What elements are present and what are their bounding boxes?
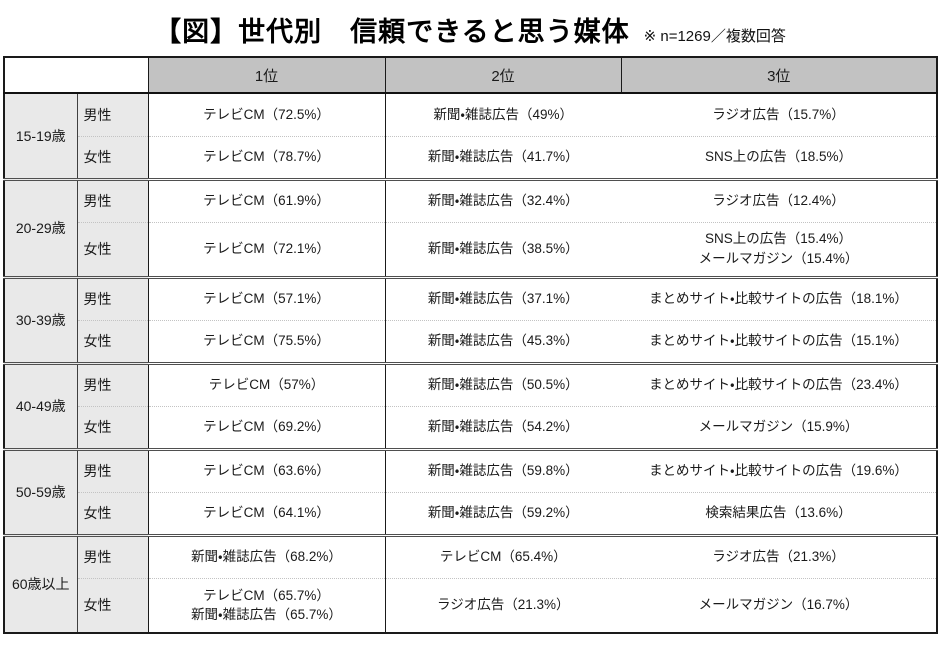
- gender-label: 女性: [77, 406, 149, 449]
- rank2-cell: 新聞・雑誌広告（32.4%）: [385, 177, 621, 223]
- rank2-cell: 新聞・雑誌広告（59.8%）: [385, 447, 621, 493]
- age-label: 60歳以上: [4, 533, 78, 633]
- rank1-cell: テレビCM（57%）: [148, 361, 386, 407]
- table-row: 15-19歳 男性 テレビCM（72.5%） 新聞・雑誌広告（49%） ラジオ広…: [4, 93, 937, 179]
- table-row: 40-49歳 男性 テレビCM（57%） 新聞・雑誌広告（50.5%） まとめサ…: [4, 361, 937, 449]
- header-row: 1位 2位 3位: [3, 56, 938, 94]
- age-label: 40-49歳: [4, 361, 78, 449]
- table-row: 60歳以上 男性 新聞・雑誌広告（68.2%） テレビCM（65.4%） ラジオ…: [4, 533, 937, 633]
- rank3-cell: まとめサイト・比較サイトの広告（19.6%）: [621, 447, 937, 493]
- gender-label: 男性: [77, 275, 149, 321]
- rank1-cell: テレビCM（72.1%）: [148, 222, 386, 277]
- rank3-cell: 検索結果広告（13.6%）: [621, 492, 937, 535]
- rank1-cell: テレビCM（75.5%）: [148, 320, 386, 363]
- media-trust-table: 1位 2位 3位 15-19歳 男性 テレビCM（72.5%） 新聞・雑誌広告（…: [3, 56, 938, 634]
- table-row: 女性 テレビCM（78.7%） 新聞・雑誌広告（41.7%） SNS上の広告（1…: [4, 136, 937, 179]
- rank1-cell: 新聞・雑誌広告（68.2%）: [148, 533, 386, 579]
- rank-1-header: 1位: [147, 56, 386, 94]
- rank2-cell: テレビCM（65.4%）: [385, 533, 621, 579]
- rank2-cell: 新聞・雑誌広告（54.2%）: [385, 406, 621, 449]
- rank2-cell: 新聞・雑誌広告（37.1%）: [385, 275, 621, 321]
- rank3-cell: ラジオ広告（15.7%）: [621, 93, 937, 137]
- rank2-cell: 新聞・雑誌広告（59.2%）: [385, 492, 621, 535]
- gender-label: 男性: [77, 177, 149, 223]
- table-row: 女性 テレビCM（75.5%） 新聞・雑誌広告（45.3%） まとめサイト・比較…: [4, 320, 937, 363]
- gender-label: 女性: [77, 492, 149, 535]
- gender-label: 女性: [77, 578, 149, 633]
- rank1-cell: テレビCM（61.9%）: [148, 177, 386, 223]
- rank3-cell: メールマガジン（16.7%）: [621, 578, 937, 633]
- age-label: 20-29歳: [4, 177, 78, 277]
- rank-3-header: 3位: [620, 56, 938, 94]
- gender-label: 男性: [77, 447, 149, 493]
- table-row: 女性 テレビCM（72.1%） 新聞・雑誌広告（38.5%） SNS上の広告（1…: [4, 222, 937, 277]
- rank2-cell: 新聞・雑誌広告（41.7%）: [385, 136, 621, 179]
- table-row: 女性 テレビCM（64.1%） 新聞・雑誌広告（59.2%） 検索結果広告（13…: [4, 492, 937, 535]
- rank2-cell: 新聞・雑誌広告（50.5%）: [385, 361, 621, 407]
- corner-cell: [3, 56, 149, 94]
- gender-label: 女性: [77, 136, 149, 179]
- figure-title: 【図】世代別 信頼できると思う媒体: [154, 17, 630, 47]
- rank3-cell: まとめサイト・比較サイトの広告（23.4%）: [621, 361, 937, 407]
- rank2-cell: 新聞・雑誌広告（45.3%）: [385, 320, 621, 363]
- rank1-cell: テレビCM（57.1%）: [148, 275, 386, 321]
- gender-label: 男性: [77, 361, 149, 407]
- rank2-cell: 新聞・雑誌広告（49%）: [385, 93, 621, 137]
- rank1-cell: テレビCM（63.6%）: [148, 447, 386, 493]
- gender-label: 男性: [77, 93, 149, 137]
- age-label: 30-39歳: [4, 275, 78, 363]
- rank1-cell: テレビCM（69.2%）: [148, 406, 386, 449]
- table-row: 30-39歳 男性 テレビCM（57.1%） 新聞・雑誌広告（37.1%） まと…: [4, 275, 937, 363]
- rank3-cell: ラジオ広告（21.3%）: [621, 533, 937, 579]
- rank3-cell: SNS上の広告（18.5%）: [621, 136, 937, 179]
- table-row: 女性 テレビCM（69.2%） 新聞・雑誌広告（54.2%） メールマガジン（1…: [4, 406, 937, 449]
- rank1-cell: テレビCM（64.1%）: [148, 492, 386, 535]
- table-row: 20-29歳 男性 テレビCM（61.9%） 新聞・雑誌広告（32.4%） ラジ…: [4, 177, 937, 277]
- age-label: 50-59歳: [4, 447, 78, 535]
- table-row: 女性 テレビCM（65.7%） 新聞・雑誌広告（65.7%） ラジオ広告（21.…: [4, 578, 937, 633]
- gender-label: 女性: [77, 222, 149, 277]
- rank-2-header: 2位: [384, 56, 622, 94]
- age-label: 15-19歳: [4, 93, 78, 179]
- gender-label: 女性: [77, 320, 149, 363]
- figure-title-bar: 【図】世代別 信頼できると思う媒体 ※ n=1269／複数回答: [0, 0, 940, 56]
- rank1-cell: テレビCM（72.5%）: [148, 93, 386, 137]
- rank3-cell: ラジオ広告（12.4%）: [621, 177, 937, 223]
- rank3-cell: まとめサイト・比較サイトの広告（15.1%）: [621, 320, 937, 363]
- gender-label: 男性: [77, 533, 149, 579]
- rank1-cell: テレビCM（65.7%） 新聞・雑誌広告（65.7%）: [148, 578, 386, 633]
- rank2-cell: ラジオ広告（21.3%）: [385, 578, 621, 633]
- rank3-cell: SNS上の広告（15.4%） メールマガジン（15.4%）: [621, 222, 937, 277]
- rank2-cell: 新聞・雑誌広告（38.5%）: [385, 222, 621, 277]
- rank3-cell: まとめサイト・比較サイトの広告（18.1%）: [621, 275, 937, 321]
- rank1-cell: テレビCM（78.7%）: [148, 136, 386, 179]
- sample-size-note: ※ n=1269／複数回答: [643, 28, 786, 45]
- rank3-cell: メールマガジン（15.9%）: [621, 406, 937, 449]
- table-row: 50-59歳 男性 テレビCM（63.6%） 新聞・雑誌広告（59.8%） まと…: [4, 447, 937, 535]
